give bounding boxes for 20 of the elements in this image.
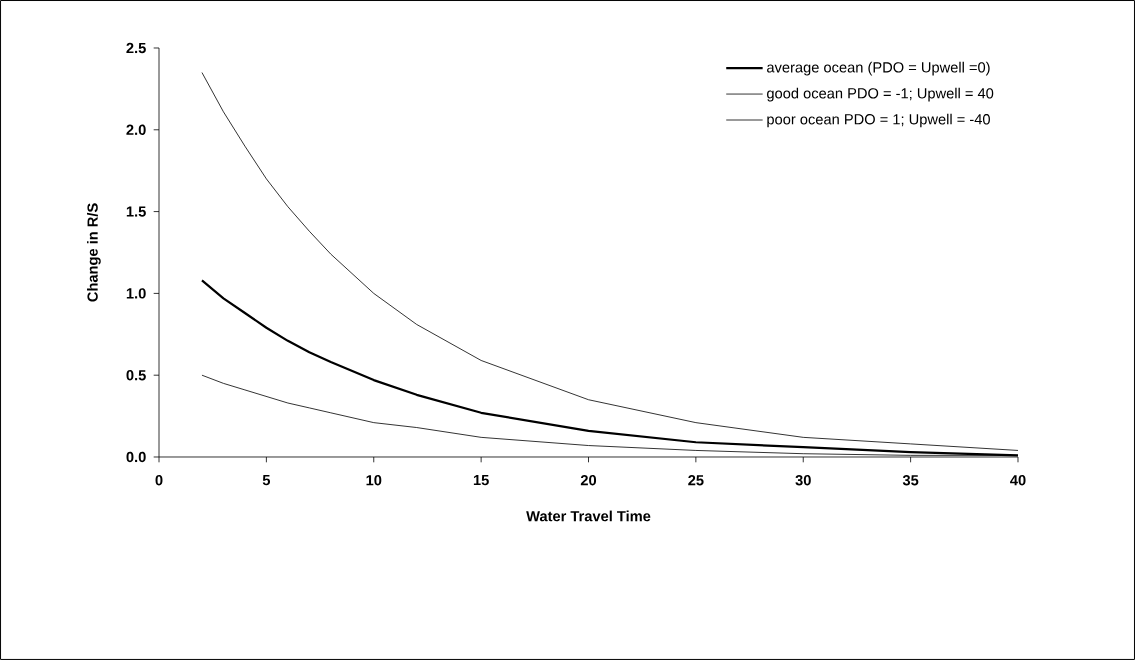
x-tick-label: 15 bbox=[473, 475, 489, 486]
y-tick-label: 1.5 bbox=[126, 206, 146, 217]
y-tick-label: 2.0 bbox=[126, 124, 146, 135]
x-tick-label: 35 bbox=[902, 475, 919, 486]
x-tick-label: 30 bbox=[795, 475, 811, 486]
x-axis-title: Water Travel Time bbox=[526, 510, 651, 522]
x-tick-label: 5 bbox=[262, 475, 271, 486]
y-tick-label: 0.5 bbox=[126, 370, 146, 381]
y-tick-label: 1.0 bbox=[126, 288, 146, 299]
legend-label: poor ocean PDO = 1; Upwell = -40 bbox=[767, 113, 990, 128]
legend-label: good ocean PDO = -1; Upwell = 40 bbox=[767, 87, 994, 102]
x-tick-label: 25 bbox=[688, 475, 704, 486]
x-tick-label: 10 bbox=[366, 475, 382, 486]
x-tick-label: 40 bbox=[1010, 475, 1026, 486]
x-tick-label: 0 bbox=[155, 475, 163, 486]
x-tick-label: 20 bbox=[580, 475, 597, 486]
y-tick-label: 2.5 bbox=[126, 42, 146, 54]
legend-label: average ocean (PDO = Upwell =0) bbox=[767, 61, 990, 76]
y-tick-label: 0.0 bbox=[126, 451, 146, 463]
y-axis-title: Change in R/S bbox=[87, 203, 101, 302]
